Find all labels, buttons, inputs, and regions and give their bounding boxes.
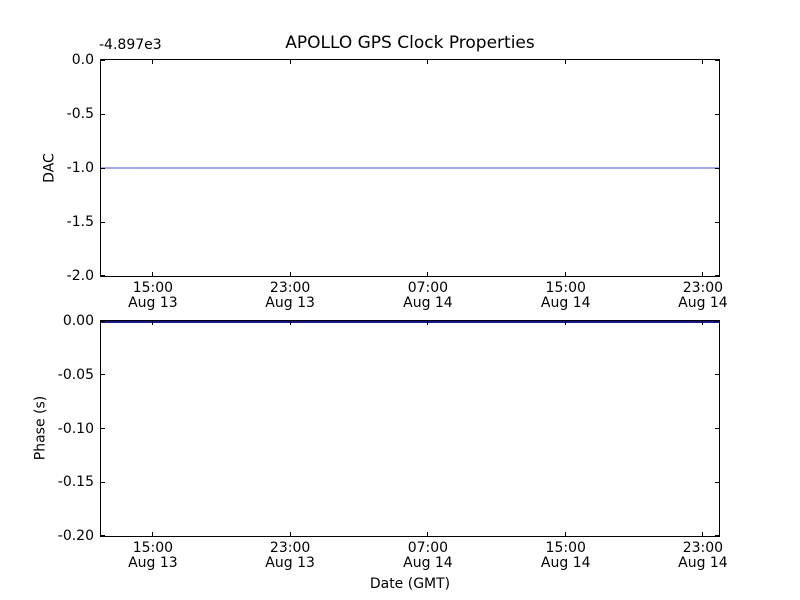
y-tick-mark bbox=[101, 113, 105, 115]
dac-subplot-axes bbox=[100, 59, 720, 277]
x-tick-mark bbox=[702, 321, 704, 325]
y-tick-mark bbox=[101, 167, 105, 169]
x-tick-date: Aug 13 bbox=[265, 295, 315, 311]
y-axis-offset-label: -4.897e3 bbox=[99, 37, 162, 53]
x-tick-date: Aug 14 bbox=[540, 295, 591, 311]
y-tick-label: -0.5 bbox=[66, 106, 94, 122]
dac-series-line bbox=[101, 167, 719, 169]
y-tick-label: -1.0 bbox=[66, 160, 94, 176]
y-tick-mark bbox=[715, 60, 719, 61]
chart-title: APOLLO GPS Clock Properties bbox=[285, 33, 535, 53]
y-tick-mark bbox=[101, 428, 105, 429]
x-tick-date: Aug 13 bbox=[265, 555, 315, 571]
y-tick-mark bbox=[101, 481, 105, 483]
x-tick-time: 23:00 bbox=[682, 280, 724, 296]
y-tick-mark bbox=[715, 275, 719, 276]
x-tick-date: Aug 13 bbox=[128, 555, 178, 571]
y-tick-mark bbox=[715, 481, 719, 483]
y-tick-mark bbox=[101, 275, 105, 276]
x-tick-mark bbox=[152, 60, 154, 64]
x-tick-date: Aug 14 bbox=[540, 555, 591, 571]
x-tick-time: 07:00 bbox=[407, 280, 449, 296]
x-tick-label: 23:00 Aug 13 bbox=[265, 281, 315, 311]
x-tick-mark bbox=[152, 321, 154, 325]
y-tick-label: -1.5 bbox=[66, 214, 94, 230]
x-tick-time: 15:00 bbox=[545, 540, 586, 556]
x-tick-mark bbox=[702, 272, 704, 276]
x-tick-mark bbox=[427, 532, 429, 536]
y-tick-mark bbox=[715, 221, 719, 223]
x-tick-mark bbox=[565, 272, 567, 276]
x-tick-date: Aug 14 bbox=[403, 555, 453, 571]
y-tick-mark bbox=[101, 535, 105, 536]
x-tick-mark bbox=[289, 321, 291, 325]
x-tick-label: 23:00 Aug 14 bbox=[678, 281, 728, 311]
x-tick-label: 15:00 Aug 13 bbox=[128, 281, 178, 311]
x-tick-mark bbox=[427, 60, 429, 64]
x-tick-mark bbox=[152, 272, 154, 276]
x-tick-label: 23:00 Aug 13 bbox=[265, 541, 315, 571]
y-tick-mark bbox=[715, 167, 719, 169]
y-tick-mark bbox=[715, 428, 719, 429]
x-tick-label: 07:00 Aug 14 bbox=[403, 281, 453, 311]
y-tick-mark bbox=[101, 221, 105, 223]
y-tick-mark bbox=[101, 374, 105, 376]
x-tick-time: 23:00 bbox=[682, 540, 724, 556]
y-tick-label: -0.05 bbox=[57, 366, 94, 383]
x-tick-mark bbox=[702, 60, 704, 64]
y-tick-label: -0.15 bbox=[57, 474, 94, 491]
x-tick-mark bbox=[289, 532, 291, 536]
x-tick-mark bbox=[289, 60, 291, 64]
x-tick-mark bbox=[427, 321, 429, 325]
x-tick-mark bbox=[702, 532, 704, 536]
x-tick-time: 23:00 bbox=[269, 280, 311, 296]
x-tick-mark bbox=[152, 532, 154, 536]
y-tick-label: -0.20 bbox=[57, 528, 94, 544]
x-tick-label: 15:00 Aug 13 bbox=[128, 541, 178, 571]
x-tick-label: 07:00 Aug 14 bbox=[403, 541, 453, 571]
x-tick-mark bbox=[427, 272, 429, 276]
x-tick-mark bbox=[289, 272, 291, 276]
y-tick-mark bbox=[101, 321, 105, 322]
x-tick-mark bbox=[565, 532, 567, 536]
y-tick-mark bbox=[715, 374, 719, 376]
x-tick-mark bbox=[565, 60, 567, 64]
x-tick-date: Aug 14 bbox=[678, 295, 728, 311]
x-tick-date: Aug 14 bbox=[403, 295, 453, 311]
x-tick-time: 07:00 bbox=[407, 540, 449, 556]
y-tick-label: -2.0 bbox=[66, 268, 94, 284]
x-tick-date: Aug 13 bbox=[128, 295, 178, 311]
y-tick-mark bbox=[715, 321, 719, 322]
y-tick-label: -0.10 bbox=[57, 420, 94, 437]
x-tick-label: 23:00 Aug 14 bbox=[678, 541, 728, 571]
phase-subplot-axes bbox=[100, 320, 720, 537]
x-tick-label: 15:00 Aug 14 bbox=[541, 281, 591, 311]
x-tick-date: Aug 14 bbox=[678, 555, 728, 571]
y-tick-mark bbox=[715, 535, 719, 536]
y-tick-label: 0.0 bbox=[71, 52, 94, 68]
y-tick-label: 0.00 bbox=[62, 313, 94, 329]
y-tick-mark bbox=[715, 113, 719, 115]
x-tick-time: 15:00 bbox=[132, 280, 174, 296]
x-tick-time: 15:00 bbox=[132, 540, 174, 556]
x-tick-time: 23:00 bbox=[269, 540, 311, 556]
x-tick-label: 15:00 Aug 14 bbox=[541, 541, 591, 571]
x-axis-label: Date (GMT) bbox=[369, 576, 451, 592]
y-tick-mark bbox=[101, 60, 105, 61]
x-tick-mark bbox=[565, 321, 567, 325]
phase-series-line bbox=[101, 321, 719, 323]
x-tick-time: 15:00 bbox=[545, 280, 586, 296]
